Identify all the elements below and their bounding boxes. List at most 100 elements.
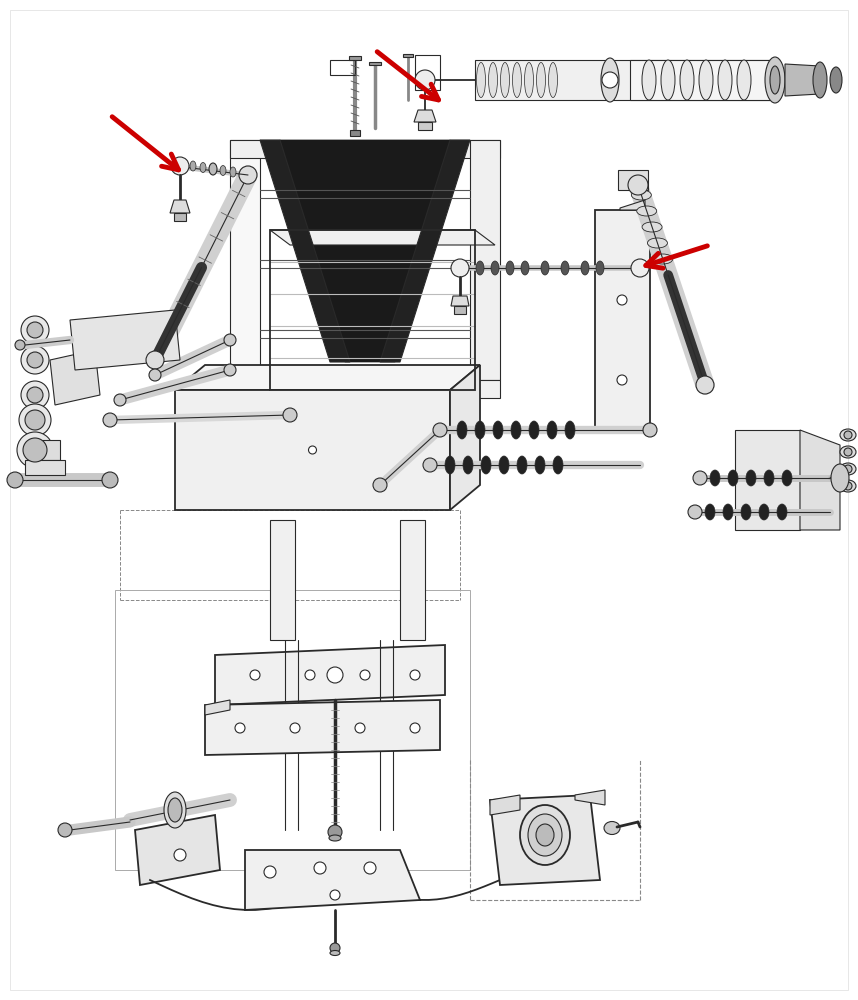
Circle shape bbox=[102, 472, 118, 488]
Ellipse shape bbox=[830, 67, 842, 93]
Ellipse shape bbox=[710, 470, 720, 486]
Polygon shape bbox=[369, 62, 381, 65]
Ellipse shape bbox=[840, 480, 856, 492]
Circle shape bbox=[27, 387, 43, 403]
Polygon shape bbox=[30, 440, 60, 460]
Circle shape bbox=[25, 410, 45, 430]
Ellipse shape bbox=[330, 950, 340, 956]
Polygon shape bbox=[414, 110, 436, 122]
Ellipse shape bbox=[728, 470, 738, 486]
Polygon shape bbox=[230, 140, 260, 380]
Circle shape bbox=[643, 423, 657, 437]
Ellipse shape bbox=[642, 60, 656, 100]
Polygon shape bbox=[50, 350, 100, 405]
Circle shape bbox=[149, 369, 161, 381]
Circle shape bbox=[844, 465, 852, 473]
Ellipse shape bbox=[565, 421, 575, 439]
Circle shape bbox=[146, 351, 164, 369]
Ellipse shape bbox=[536, 62, 546, 98]
Polygon shape bbox=[270, 520, 295, 640]
Ellipse shape bbox=[476, 62, 486, 98]
Circle shape bbox=[314, 862, 326, 874]
Polygon shape bbox=[403, 54, 413, 57]
Circle shape bbox=[174, 849, 186, 861]
Circle shape bbox=[17, 432, 53, 468]
Ellipse shape bbox=[164, 792, 186, 828]
Polygon shape bbox=[575, 790, 605, 805]
Polygon shape bbox=[595, 210, 650, 430]
Circle shape bbox=[7, 472, 23, 488]
Ellipse shape bbox=[200, 162, 206, 172]
Ellipse shape bbox=[764, 470, 774, 486]
Ellipse shape bbox=[528, 814, 562, 856]
Ellipse shape bbox=[230, 167, 236, 177]
Polygon shape bbox=[230, 140, 500, 158]
Circle shape bbox=[330, 943, 340, 953]
Circle shape bbox=[305, 670, 315, 680]
Polygon shape bbox=[135, 815, 220, 885]
Polygon shape bbox=[400, 520, 425, 640]
Ellipse shape bbox=[637, 206, 656, 216]
Ellipse shape bbox=[521, 261, 529, 275]
Ellipse shape bbox=[680, 60, 694, 100]
Ellipse shape bbox=[517, 456, 527, 474]
Ellipse shape bbox=[765, 57, 785, 103]
Ellipse shape bbox=[831, 464, 849, 492]
Ellipse shape bbox=[553, 456, 563, 474]
Ellipse shape bbox=[512, 62, 522, 98]
Ellipse shape bbox=[535, 456, 545, 474]
Polygon shape bbox=[418, 122, 432, 130]
Ellipse shape bbox=[541, 261, 549, 275]
Ellipse shape bbox=[661, 60, 675, 100]
Ellipse shape bbox=[705, 504, 715, 520]
Circle shape bbox=[433, 423, 447, 437]
Polygon shape bbox=[349, 56, 361, 60]
Circle shape bbox=[410, 723, 420, 733]
Ellipse shape bbox=[529, 421, 539, 439]
Circle shape bbox=[224, 364, 236, 376]
Ellipse shape bbox=[329, 835, 341, 841]
Circle shape bbox=[355, 723, 365, 733]
Ellipse shape bbox=[581, 261, 589, 275]
Ellipse shape bbox=[499, 456, 509, 474]
Polygon shape bbox=[800, 430, 840, 530]
Ellipse shape bbox=[493, 421, 503, 439]
Circle shape bbox=[423, 458, 437, 472]
Polygon shape bbox=[451, 296, 469, 306]
Ellipse shape bbox=[746, 470, 756, 486]
Circle shape bbox=[21, 316, 49, 344]
Polygon shape bbox=[175, 390, 450, 510]
Ellipse shape bbox=[457, 421, 467, 439]
Circle shape bbox=[844, 482, 852, 490]
Ellipse shape bbox=[547, 421, 557, 439]
Polygon shape bbox=[245, 850, 420, 910]
Circle shape bbox=[617, 295, 627, 305]
Polygon shape bbox=[785, 64, 820, 96]
Polygon shape bbox=[475, 60, 770, 100]
Circle shape bbox=[696, 376, 714, 394]
Polygon shape bbox=[630, 60, 770, 100]
Polygon shape bbox=[270, 230, 495, 245]
Ellipse shape bbox=[511, 421, 521, 439]
Ellipse shape bbox=[488, 62, 498, 98]
Ellipse shape bbox=[475, 421, 485, 439]
Polygon shape bbox=[70, 310, 180, 370]
Ellipse shape bbox=[601, 58, 619, 102]
Circle shape bbox=[19, 404, 51, 436]
Ellipse shape bbox=[840, 446, 856, 458]
Circle shape bbox=[844, 431, 852, 439]
Polygon shape bbox=[170, 200, 190, 213]
Circle shape bbox=[693, 471, 707, 485]
Circle shape bbox=[15, 340, 25, 350]
Ellipse shape bbox=[648, 238, 668, 248]
Ellipse shape bbox=[536, 824, 554, 846]
Ellipse shape bbox=[770, 66, 780, 94]
Polygon shape bbox=[215, 645, 445, 705]
Polygon shape bbox=[454, 306, 466, 314]
Polygon shape bbox=[380, 140, 470, 362]
Polygon shape bbox=[735, 430, 800, 530]
Ellipse shape bbox=[445, 456, 455, 474]
Polygon shape bbox=[618, 170, 648, 190]
Circle shape bbox=[264, 866, 276, 878]
Ellipse shape bbox=[520, 805, 570, 865]
